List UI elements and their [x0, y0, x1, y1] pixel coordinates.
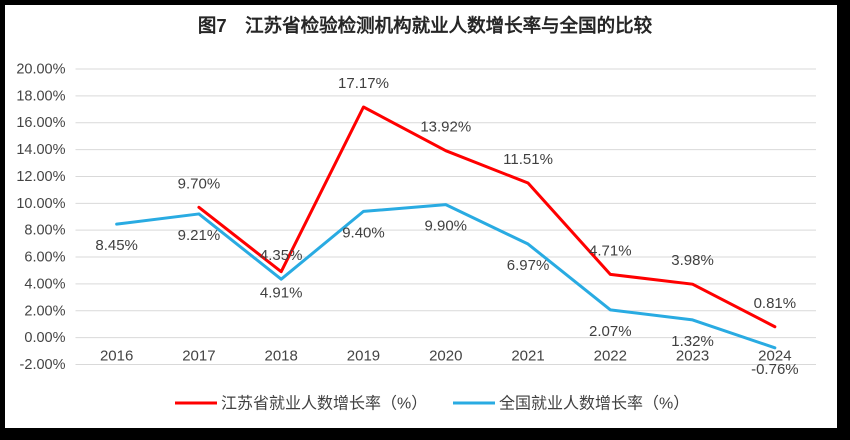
svg-text:4.71%: 4.71%	[589, 242, 632, 259]
svg-text:-0.76%: -0.76%	[751, 361, 799, 378]
svg-text:18.00%: 18.00%	[16, 88, 65, 104]
svg-text:9.70%: 9.70%	[178, 175, 221, 192]
svg-text:3.98%: 3.98%	[671, 252, 714, 269]
svg-text:0.81%: 0.81%	[754, 295, 797, 312]
svg-text:2019: 2019	[347, 348, 380, 365]
svg-text:20.00%: 20.00%	[16, 62, 65, 78]
svg-text:16.00%: 16.00%	[16, 115, 65, 131]
svg-text:14.00%: 14.00%	[16, 142, 65, 158]
svg-text:图7 江苏省检验检测机构就业人数增长率与全国的比较: 图7 江苏省检验检测机构就业人数增长率与全国的比较	[198, 15, 653, 36]
svg-text:2017: 2017	[182, 348, 215, 365]
svg-text:2016: 2016	[100, 348, 133, 365]
svg-text:11.51%: 11.51%	[503, 151, 553, 168]
svg-text:2021: 2021	[511, 348, 544, 365]
svg-text:2022: 2022	[594, 348, 627, 365]
svg-text:2.00%: 2.00%	[24, 303, 65, 319]
svg-text:9.90%: 9.90%	[424, 218, 467, 235]
svg-text:9.21%: 9.21%	[178, 227, 221, 244]
svg-text:2018: 2018	[265, 348, 298, 365]
svg-text:-2.00%: -2.00%	[20, 357, 66, 373]
svg-text:4.35%: 4.35%	[260, 247, 303, 264]
svg-text:13.92%: 13.92%	[420, 119, 471, 136]
svg-text:8.45%: 8.45%	[95, 237, 138, 254]
svg-text:江苏省就业人数增长率（%）: 江苏省就业人数增长率（%）	[221, 395, 427, 413]
svg-text:1.32%: 1.32%	[671, 333, 714, 350]
svg-text:12.00%: 12.00%	[16, 169, 65, 185]
svg-text:9.40%: 9.40%	[342, 224, 385, 241]
svg-text:4.00%: 4.00%	[24, 276, 65, 292]
svg-text:2.07%: 2.07%	[589, 323, 632, 340]
svg-text:10.00%: 10.00%	[16, 196, 65, 212]
svg-text:17.17%: 17.17%	[338, 75, 389, 92]
svg-text:4.91%: 4.91%	[260, 285, 303, 302]
svg-text:8.00%: 8.00%	[24, 223, 65, 239]
svg-text:2023: 2023	[676, 348, 709, 365]
svg-text:全国就业人数增长率（%）: 全国就业人数增长率（%）	[499, 395, 689, 413]
svg-text:6.00%: 6.00%	[24, 250, 65, 266]
svg-text:0.00%: 0.00%	[24, 330, 65, 346]
svg-text:6.97%: 6.97%	[507, 257, 550, 274]
svg-text:2020: 2020	[429, 348, 462, 365]
